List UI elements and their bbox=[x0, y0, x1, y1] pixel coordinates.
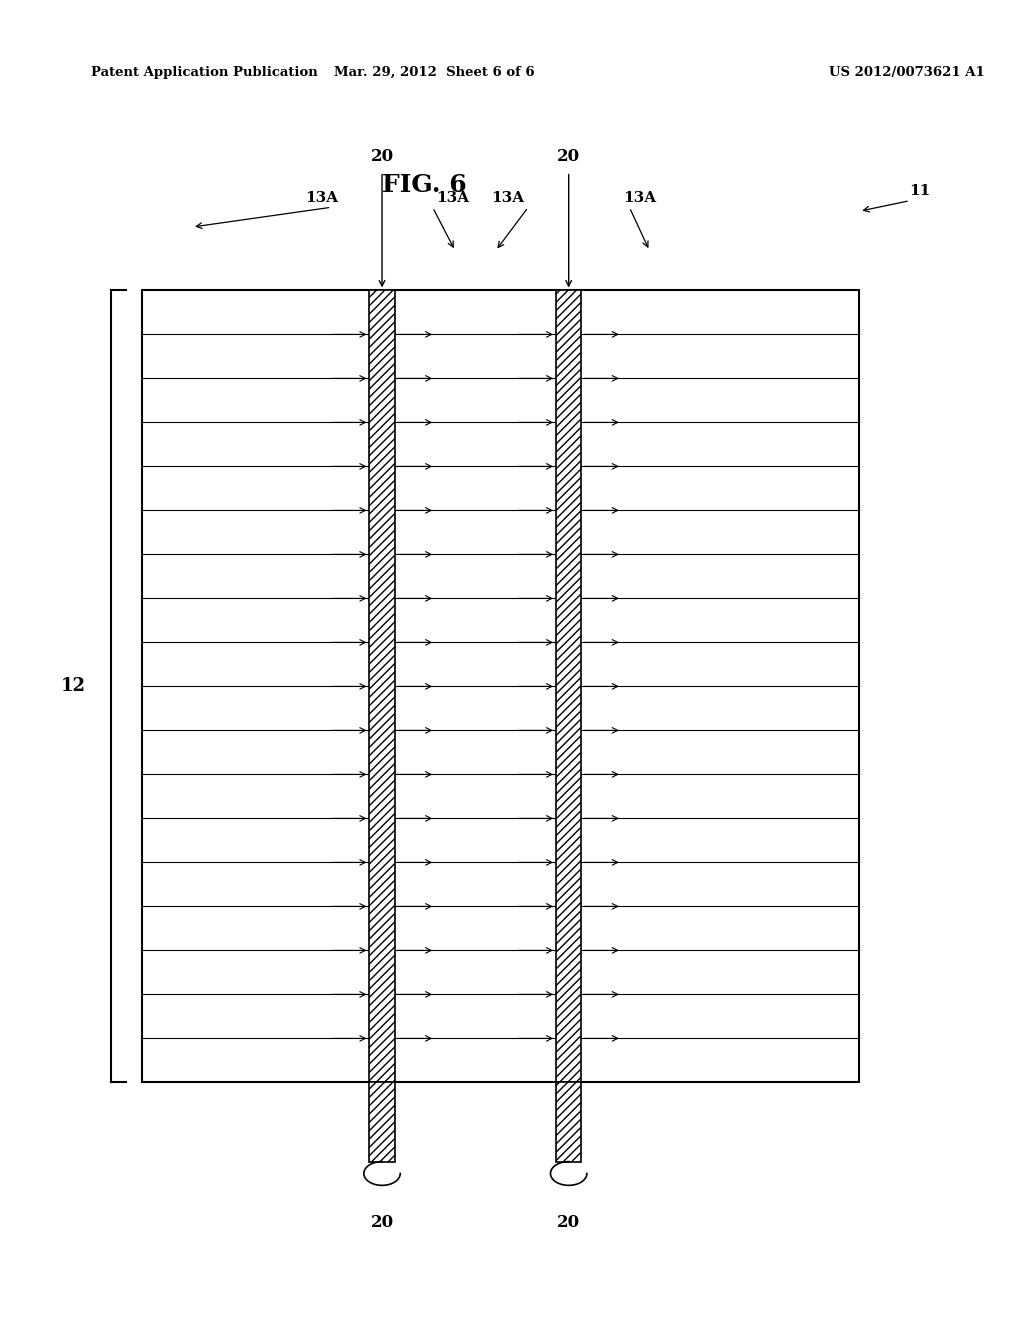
Text: US 2012/0073621 A1: US 2012/0073621 A1 bbox=[829, 66, 985, 79]
Text: 13A: 13A bbox=[436, 190, 469, 205]
Text: 11: 11 bbox=[909, 183, 931, 198]
Bar bbox=[141, 290, 859, 1082]
Text: 20: 20 bbox=[557, 148, 581, 165]
Text: 13A: 13A bbox=[623, 190, 656, 205]
Text: Mar. 29, 2012  Sheet 6 of 6: Mar. 29, 2012 Sheet 6 of 6 bbox=[335, 66, 536, 79]
Text: 20: 20 bbox=[557, 1214, 581, 1232]
Bar bbox=[556, 290, 582, 1082]
Text: 13A: 13A bbox=[305, 190, 338, 205]
Bar bbox=[556, 1082, 582, 1162]
Text: 13A: 13A bbox=[492, 190, 524, 205]
Bar bbox=[370, 1082, 394, 1162]
Text: 20: 20 bbox=[371, 148, 393, 165]
Text: Patent Application Publication: Patent Application Publication bbox=[91, 66, 317, 79]
Bar bbox=[370, 290, 394, 1082]
Text: 12: 12 bbox=[61, 677, 86, 696]
Text: FIG. 6: FIG. 6 bbox=[382, 173, 467, 197]
Text: 20: 20 bbox=[371, 1214, 393, 1232]
